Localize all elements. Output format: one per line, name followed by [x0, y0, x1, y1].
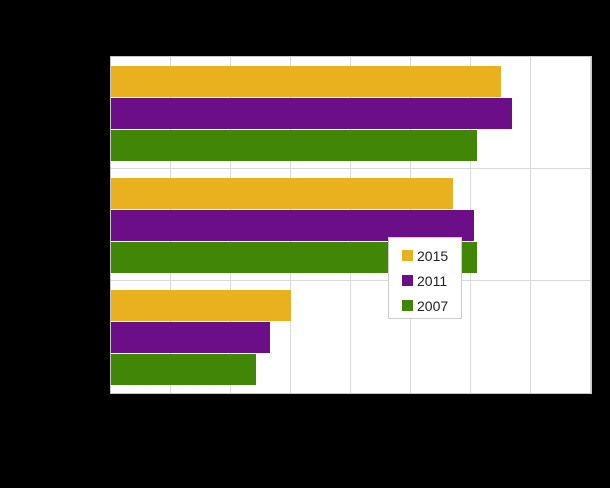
legend-item-2007: 2007	[389, 293, 461, 318]
legend-item-2011: 2011	[389, 268, 461, 293]
bar-group-3	[111, 281, 591, 393]
bar-group-1	[111, 57, 591, 169]
legend-label-2011: 2011	[417, 272, 448, 289]
legend-item-2015: 2015	[389, 243, 461, 268]
bar-2011-group-3	[111, 322, 270, 353]
bar-2015-group-2	[111, 178, 453, 209]
legend-label-2015: 2015	[417, 247, 449, 264]
legend-swatch-2011	[402, 275, 413, 286]
bar-2007-group-1	[111, 130, 477, 161]
bar-group-2	[111, 169, 591, 281]
bar-2015-group-1	[111, 66, 501, 97]
plot-area	[110, 56, 592, 394]
legend-swatch-2007	[402, 300, 413, 311]
legend-swatch-2015	[402, 250, 413, 261]
bar-2015-group-3	[111, 290, 291, 321]
legend: 2015 2011 2007	[388, 237, 462, 319]
bar-2011-group-2	[111, 210, 474, 241]
bar-2011-group-1	[111, 98, 512, 129]
legend-label-2007: 2007	[417, 297, 449, 314]
bar-2007-group-3	[111, 354, 257, 385]
